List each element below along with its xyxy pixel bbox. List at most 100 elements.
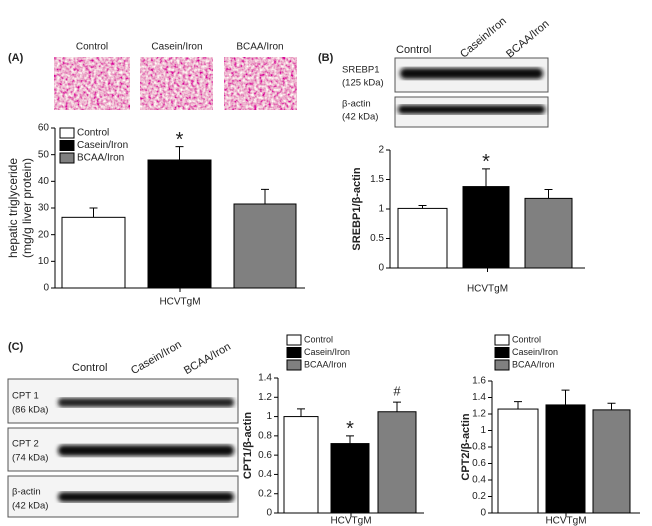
legend-label: Casein/Iron: [304, 347, 350, 357]
y-tick-label: 30: [38, 203, 50, 214]
legend-label: Control: [77, 128, 109, 139]
annotation: *: [346, 418, 354, 440]
lane-label: Control: [72, 362, 107, 374]
legend-label: Casein/Iron: [77, 140, 128, 151]
y-tick-label: 0.4: [258, 469, 272, 480]
y-tick-label: 1.2: [258, 392, 272, 403]
y-axis-label: CPT1/β-actin: [242, 412, 254, 480]
y-tick-label: 0.5: [370, 233, 384, 244]
error-bar: [297, 408, 305, 417]
y-tick-label: 20: [38, 229, 50, 240]
legend-swatch: [494, 334, 510, 346]
y-tick-label: 0: [378, 263, 384, 274]
bar: [330, 443, 370, 514]
blot-label: β-actin: [342, 99, 371, 110]
y-tick-label: 0.6: [472, 458, 486, 469]
error-bar: [514, 401, 522, 410]
error-bar: [418, 204, 427, 209]
bar: [61, 216, 126, 289]
error-bar: [175, 146, 184, 160]
y-axis-label: SREBP1/β-actin: [351, 167, 363, 250]
legend-label: Control: [304, 334, 333, 344]
annotation: *: [482, 151, 490, 173]
blot-label: (86 kDa): [12, 405, 48, 416]
blot-label: SREBP1: [342, 65, 380, 76]
blot-label: (74 kDa): [12, 453, 48, 464]
panel-label: (C): [8, 341, 24, 353]
image-label: Control: [76, 42, 108, 53]
y-tick-label: 0: [43, 283, 49, 294]
y-tick-label: 0.2: [258, 488, 272, 499]
panel-label: (B): [318, 52, 334, 64]
y-tick-label: 1.4: [472, 392, 486, 403]
blot-label: (42 kDa): [342, 112, 378, 123]
y-axis-label: (mg/g liver protein): [20, 158, 34, 258]
y-tick-label: 1: [378, 204, 384, 215]
x-tick-label: HCVTgM: [330, 516, 371, 526]
blot-label: (42 kDa): [12, 501, 48, 512]
y-tick-label: 0.6: [258, 450, 272, 461]
lane-label: BCAA/Iron: [504, 18, 552, 61]
y-tick-label: 1: [266, 411, 272, 422]
panel-label: (A): [8, 52, 24, 64]
lane-label: Casein/Iron: [458, 15, 509, 60]
x-tick-label: HCVTgM: [159, 297, 200, 308]
blot: [394, 57, 549, 128]
y-tick-label: 0.2: [472, 491, 486, 502]
error-bar: [89, 207, 98, 218]
y-tick-label: 1.4: [258, 373, 272, 384]
legend-label: Casein/Iron: [512, 347, 558, 357]
legend-swatch: [286, 334, 302, 346]
error-bar: [482, 168, 490, 187]
histology-image: [54, 57, 130, 110]
annotation: *: [176, 129, 184, 151]
y-tick-label: 10: [38, 256, 50, 267]
y-tick-label: 1.5: [370, 174, 384, 185]
bar: [592, 409, 631, 514]
y-tick-label: 1.6: [472, 376, 486, 387]
lane-label: Control: [396, 44, 431, 56]
y-tick-label: 60: [38, 123, 50, 134]
bar: [147, 159, 212, 289]
legend-label: BCAA/Iron: [304, 359, 347, 369]
y-tick-label: 0.4: [472, 475, 486, 486]
bar: [462, 186, 510, 269]
legend-swatch: [59, 140, 75, 151]
bar: [524, 197, 573, 269]
blot: [7, 378, 239, 518]
error-bar: [346, 435, 354, 444]
y-axis-label: hepatic triglyceride: [6, 158, 20, 258]
blot-label: CPT 2: [12, 439, 39, 450]
bar: [233, 203, 297, 289]
error-bar: [393, 401, 401, 412]
error-bar: [561, 389, 570, 405]
y-tick-label: 40: [38, 176, 50, 187]
legend-swatch: [59, 127, 75, 139]
legend-label: BCAA/Iron: [77, 153, 124, 164]
y-tick-label: 1: [480, 425, 486, 436]
y-axis-label: CPT2/β-actin: [460, 413, 472, 481]
histology-image: [224, 57, 297, 110]
y-tick-label: 0: [266, 508, 272, 519]
bar: [377, 411, 417, 514]
legend-swatch: [59, 152, 75, 164]
legend-swatch: [494, 359, 510, 371]
error-bar: [261, 188, 269, 204]
bar: [397, 207, 448, 269]
histology-image: [140, 57, 213, 110]
lane-label: BCAA/Iron: [182, 341, 233, 377]
legend-swatch: [494, 347, 510, 358]
legend-swatch: [286, 347, 302, 358]
bar: [545, 404, 586, 514]
y-tick-label: 1.2: [472, 409, 486, 420]
lane-label: Casein/Iron: [129, 339, 184, 378]
image-label: Casein/Iron: [151, 42, 202, 53]
y-tick-label: 0: [480, 508, 486, 519]
bar: [497, 408, 539, 514]
legend-swatch: [286, 359, 302, 371]
annotation: #: [393, 384, 401, 399]
y-tick-label: 0.8: [258, 430, 272, 441]
blot-label: (125 kDa): [342, 78, 384, 89]
legend-label: BCAA/Iron: [512, 359, 555, 369]
x-tick-label: HCVTgM: [467, 284, 508, 295]
